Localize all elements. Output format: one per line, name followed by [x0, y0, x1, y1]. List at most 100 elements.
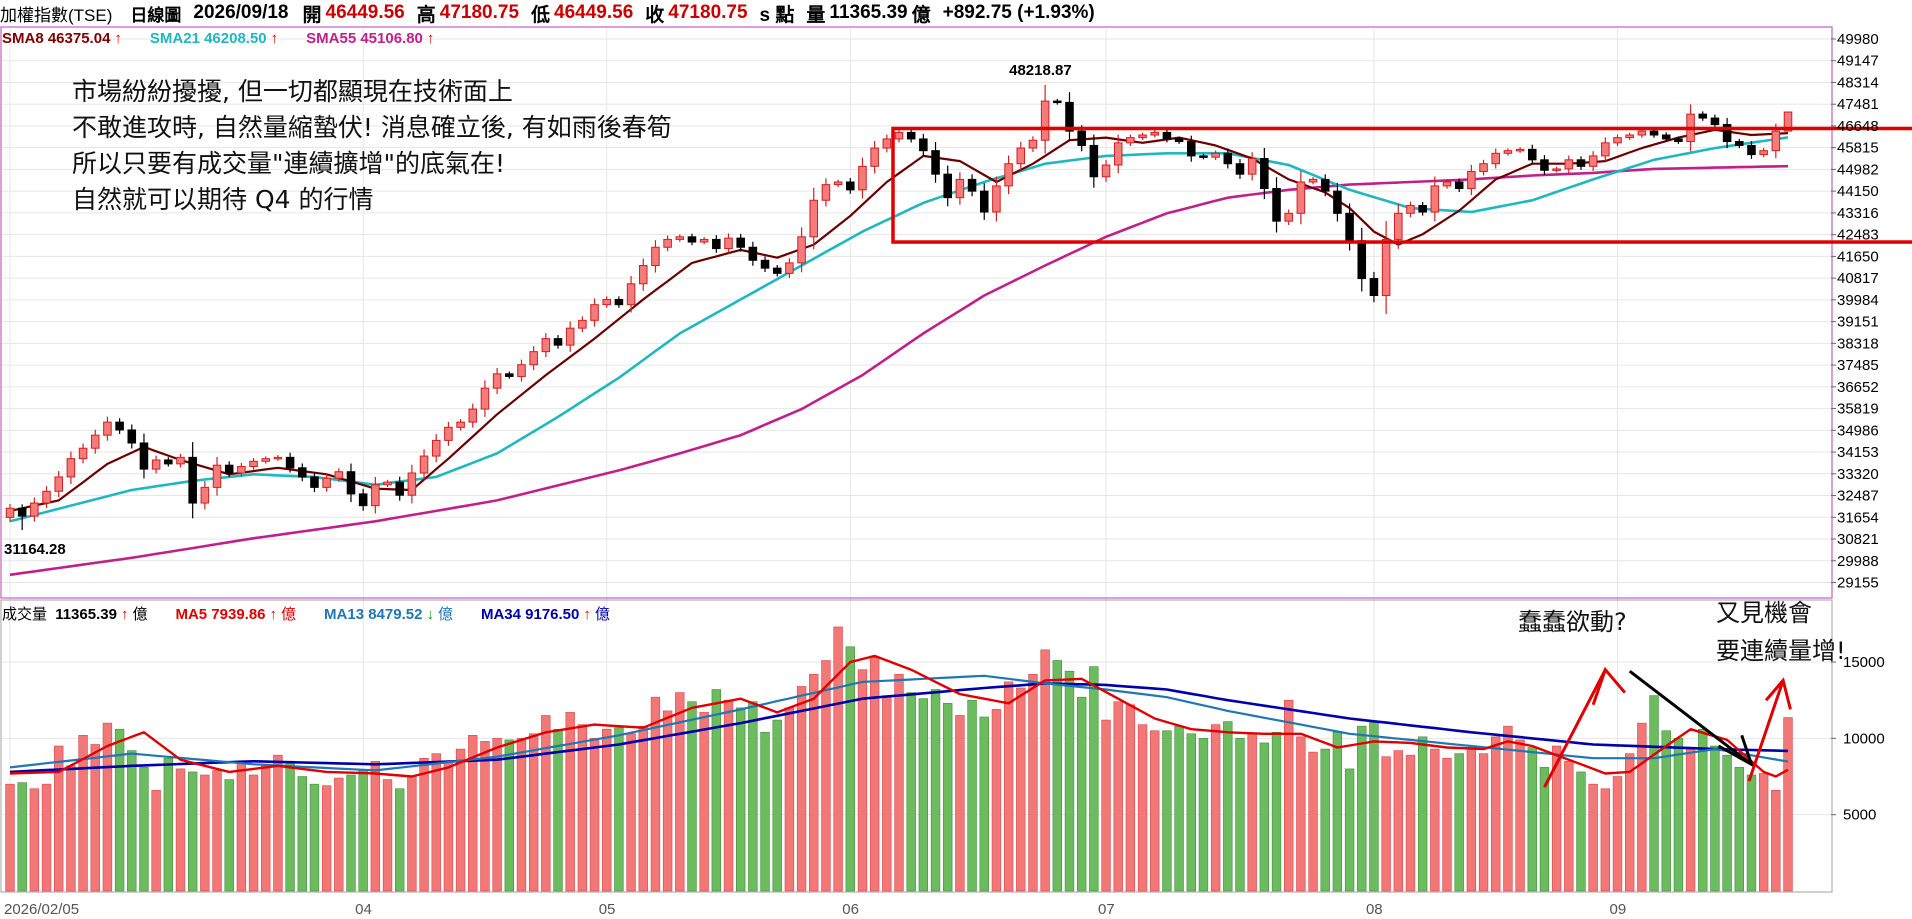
volume-bar	[273, 754, 283, 892]
volume-bar	[1417, 736, 1428, 892]
volume-bar	[1491, 736, 1501, 892]
candle-body	[1211, 152, 1220, 158]
volume-panel-frame	[0, 599, 1833, 893]
candle-body	[54, 476, 63, 492]
candle-body	[699, 238, 709, 243]
volume-bar	[1381, 756, 1391, 892]
volume-bar	[869, 657, 880, 892]
candle-body	[1698, 113, 1708, 119]
volume-bar	[139, 767, 149, 892]
candle-body	[858, 165, 867, 191]
volume-bar	[821, 660, 831, 892]
volume-bar	[1564, 760, 1574, 892]
volume-bar	[1405, 754, 1416, 892]
candle-body	[1430, 185, 1440, 213]
close-value: 47180.75	[668, 2, 748, 23]
candle-body	[626, 283, 636, 306]
candle-body	[1406, 204, 1415, 214]
volume-bar	[200, 774, 210, 892]
min-price-label: 31164.28	[4, 541, 66, 558]
candle-body	[1369, 278, 1379, 297]
candle-body	[1077, 130, 1086, 146]
candle-body	[1162, 131, 1172, 140]
candle-body	[797, 236, 806, 264]
volume-tick-label: 15000	[1843, 654, 1885, 671]
legend-ma5: MA5 7939.86 ↑ 億	[175, 606, 297, 623]
volume-bar	[163, 757, 173, 892]
candle-body	[882, 138, 892, 149]
candle-body	[297, 467, 307, 478]
volume-bar	[443, 762, 454, 892]
down-arrow-head	[1717, 734, 1755, 768]
volume-bar	[54, 745, 64, 892]
volume-bar	[565, 712, 575, 892]
candle-body	[1333, 190, 1342, 214]
volume-bar	[1223, 721, 1233, 892]
volume-bar	[1369, 721, 1379, 892]
volume-bar	[1137, 724, 1148, 892]
price-tick-label: 45815	[1837, 140, 1879, 157]
candle-body	[492, 373, 502, 389]
candle-body	[188, 456, 197, 504]
candle-body	[1308, 178, 1318, 183]
candle-body	[979, 190, 989, 213]
legend-sma55: SMA55 45106.80 ↑	[306, 30, 435, 47]
volume-bar	[224, 779, 234, 892]
change-value: +892.75 (+1.93%)	[942, 2, 1095, 23]
volume-bar	[1198, 738, 1209, 892]
up-arrow-2-head	[1764, 677, 1792, 710]
candle-body	[748, 246, 758, 261]
candle-body	[1357, 240, 1367, 280]
candle-body	[395, 481, 404, 496]
candle-body	[1515, 148, 1525, 152]
quote-header: 加權指數(TSE) 日線圖 2026/09/18 開 46449.56 高 47…	[0, 0, 1912, 26]
volume-bar	[943, 702, 953, 892]
price-tick-label: 42483	[1837, 227, 1879, 244]
volume-bar	[1393, 750, 1403, 892]
volume-bar	[309, 783, 320, 892]
candle-body	[1138, 134, 1147, 139]
volume-bar	[650, 696, 661, 892]
volume-bar	[979, 716, 989, 892]
consolidation-box	[891, 126, 1912, 244]
ma5-line	[9, 654, 1789, 778]
candle-body	[724, 237, 733, 250]
price-tick-label: 37485	[1837, 357, 1879, 374]
volume-bar	[114, 728, 125, 892]
candle-body	[127, 429, 137, 444]
volume-bar	[212, 770, 222, 892]
candle-body	[1479, 163, 1488, 173]
max-price-label: 48218.87	[1009, 62, 1072, 79]
candle-body	[992, 185, 1001, 213]
volume-bar	[833, 626, 843, 892]
volume-bar	[1308, 751, 1318, 892]
candle-body	[809, 199, 819, 238]
volume-bar	[1150, 730, 1160, 892]
candle-body	[224, 464, 234, 474]
candle-body	[480, 387, 490, 410]
candle-body	[334, 471, 344, 479]
price-tick-label: 49147	[1837, 53, 1879, 70]
candle-body	[17, 507, 27, 517]
volume-bar	[261, 765, 271, 892]
quote-date: 2026/09/18	[193, 2, 289, 23]
volume-bar	[1710, 745, 1720, 892]
candle-body	[383, 481, 392, 486]
candle-body	[1722, 124, 1732, 143]
legend-ma13: MA13 8479.52 ↓ 億	[324, 606, 453, 623]
candle-body	[1552, 168, 1561, 171]
price-panel-frame	[0, 26, 1833, 599]
volume-bars	[5, 626, 1793, 892]
ma34-line	[9, 682, 1789, 774]
candle-body	[1199, 155, 1208, 158]
candle-body	[1637, 130, 1647, 136]
volume-bar	[1052, 660, 1062, 892]
volume-bar	[1296, 736, 1306, 892]
candle-body	[1101, 164, 1111, 178]
candle-body	[565, 327, 575, 346]
volume-unit: 億	[911, 4, 931, 26]
date-tick-label: 05	[599, 901, 616, 918]
candle-body	[42, 490, 51, 504]
candle-body	[651, 246, 660, 267]
candle-body	[1028, 139, 1038, 149]
